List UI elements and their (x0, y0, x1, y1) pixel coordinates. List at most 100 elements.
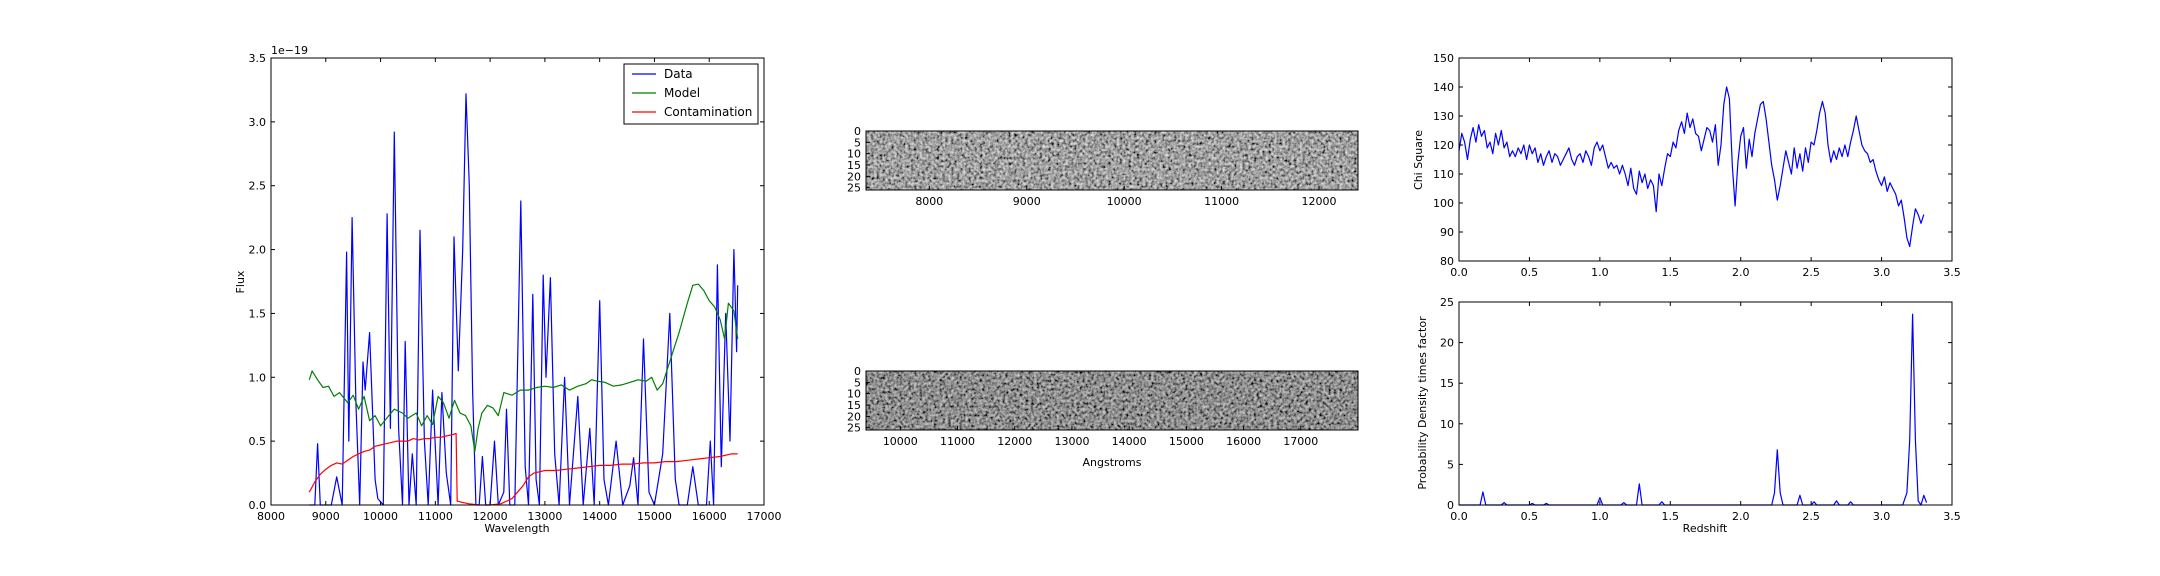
spectrum-series-line-data (309, 93, 739, 506)
image2-x-tick-label: 14000 (1112, 435, 1147, 448)
image1-x-tick-label: 10000 (1107, 195, 1142, 208)
pdf-series-line-0 (1459, 313, 1928, 506)
image2-y-tick-label: 10 (847, 388, 861, 401)
image2-y-tick-label: 15 (847, 399, 861, 412)
chisq-series-line-0 (1458, 86, 1925, 248)
probability-density-xlabel: Redshift (1683, 522, 1728, 535)
chi-square-ylabel: Chi Square (1412, 130, 1425, 190)
image2-x-tick-label: 17000 (1283, 435, 1318, 448)
chisq-y-tick-label: 110 (1433, 168, 1454, 181)
spectrum-image-1-frame (865, 130, 1359, 191)
spectrum-x-tick-label: 16000 (692, 510, 727, 523)
pdf-x-tick-label: 2.5 (1802, 510, 1820, 523)
image1-x-tick-label: 11000 (1204, 195, 1239, 208)
image1-y-tick-label: 5 (854, 136, 861, 149)
chisq-y-tick-label: 90 (1440, 226, 1454, 239)
image2-x-tick-label: 10000 (883, 435, 918, 448)
spectrum-y-tick-label: 1.5 (249, 307, 267, 320)
spectrum-image-1 (866, 131, 1358, 190)
pdf-y-tick-label: 25 (1440, 296, 1454, 309)
pdf-x-tick-label: 1.5 (1662, 510, 1680, 523)
spectrum-x-tick-label: 9000 (312, 510, 340, 523)
spectrum-image-2-panel: 10000 11000 12000 13000 14000 15000 16000 17000… (847, 365, 1359, 469)
image2-x-tick-label: 16000 (1226, 435, 1261, 448)
image2-y-tick-label: 20 (847, 410, 861, 423)
chisq-y-tick-label: 120 (1433, 139, 1454, 152)
image2-x-tick-label: 13000 (1054, 435, 1089, 448)
spectrum-ylabel: Flux (234, 270, 247, 293)
spectrum-series-line-contamination (308, 432, 738, 506)
chisq-y-tick-label: 140 (1433, 81, 1454, 94)
pdf-x-tick-label: 2.0 (1732, 510, 1750, 523)
legend-entry-contamination: Contamination (664, 105, 752, 119)
legend: Data Model Contamination (623, 63, 759, 125)
pdf-y-tick-label: 15 (1440, 377, 1454, 390)
chisq-x-tick-label: 3.0 (1873, 266, 1891, 279)
chisq-x-tick-label: 1.0 (1591, 266, 1609, 279)
image1-y-tick-label: 20 (847, 170, 861, 183)
spectrum-x-tick-label: 15000 (637, 510, 672, 523)
legend-entry-data: Data (664, 67, 693, 81)
spectrum-y-tick-label: 1.0 (249, 371, 267, 384)
image1-x-tick-label: 9000 (1013, 195, 1041, 208)
chisq-x-tick-label: 0.5 (1521, 266, 1539, 279)
image1-x-tick-label: 8000 (915, 195, 943, 208)
spectrum-y-tick-label: 2.5 (249, 180, 267, 193)
probability-density-ylabel: Probability Density times factor (1416, 316, 1429, 490)
chisq-y-tick-label: 100 (1433, 197, 1454, 210)
spectrum-x-tick-label: 12000 (473, 510, 508, 523)
spectrum-image-2-xlabel: Angstroms (1083, 456, 1142, 469)
spectrum-y-tick-label: 2.0 (249, 244, 267, 257)
spectrum-x-tick-label: 14000 (582, 510, 617, 523)
spectrum-panel: 8000 9000 10000 11000 12000 13000 14000 15000 16… (234, 44, 782, 535)
chisq-x-tick-label: 3.5 (1943, 266, 1961, 279)
pdf-y-tick-label: 20 (1440, 337, 1454, 350)
spectrum-x-tick-label: 10000 (363, 510, 398, 523)
chi-square-panel: 0.0 0.5 1.0 1.5 2.0 2.5 3.0 3.5 80 90 100 110 120 130… (1412, 52, 1961, 279)
spectrum-axes-frame (270, 57, 765, 506)
pdf-y-tick-label: 5 (1447, 458, 1454, 471)
spectrum-series-line-model (308, 283, 739, 452)
pdf-x-tick-label: 1.0 (1591, 510, 1609, 523)
pdf-x-tick-label: 0.5 (1521, 510, 1539, 523)
image2-x-tick-label: 12000 (997, 435, 1032, 448)
spectrum-x-tick-label: 11000 (418, 510, 453, 523)
chisq-y-tick-label: 80 (1440, 255, 1454, 268)
probability-density-axes-frame (1458, 301, 1953, 506)
spectrum-x-tick-label: 17000 (747, 510, 782, 523)
chisq-y-tick-label: 150 (1433, 52, 1454, 65)
pdf-x-tick-label: 0.0 (1450, 510, 1468, 523)
pdf-y-tick-label: 10 (1440, 418, 1454, 431)
spectrum-y-tick-label: 0.5 (249, 435, 267, 448)
chisq-x-tick-label: 0.0 (1450, 266, 1468, 279)
chisq-x-tick-label: 1.5 (1662, 266, 1680, 279)
image2-y-tick-label: 0 (854, 365, 861, 378)
chi-square-axes-frame (1458, 57, 1953, 262)
spectrum-x-tick-label: 8000 (257, 510, 285, 523)
spectrum-y-tick-label: 0.0 (249, 499, 267, 512)
image2-x-tick-label: 11000 (940, 435, 975, 448)
image1-y-tick-label: 10 (847, 148, 861, 161)
spectrum-x-tick-label: 13000 (527, 510, 562, 523)
chisq-y-tick-label: 130 (1433, 110, 1454, 123)
pdf-x-tick-label: 3.0 (1873, 510, 1891, 523)
spectrum-y-tick-label: 3.5 (249, 52, 267, 65)
legend-entry-model: Model (664, 86, 700, 100)
pdf-x-tick-label: 3.5 (1943, 510, 1961, 523)
image1-y-tick-label: 0 (854, 125, 861, 138)
spectrum-y-tick-label: 3.0 (249, 116, 267, 129)
spectrum-image-2 (866, 371, 1358, 430)
image1-y-tick-label: 25 (847, 182, 861, 195)
spectrum-offset-label: 1e−19 (271, 44, 308, 57)
image1-x-tick-label: 12000 (1302, 195, 1337, 208)
chisq-x-tick-label: 2.5 (1802, 266, 1820, 279)
image2-x-tick-label: 15000 (1169, 435, 1204, 448)
chisq-x-tick-label: 2.0 (1732, 266, 1750, 279)
image2-y-tick-label: 5 (854, 376, 861, 389)
image2-y-tick-label: 25 (847, 422, 861, 435)
image1-y-tick-label: 15 (847, 159, 861, 172)
spectrum-image-2-frame (865, 370, 1359, 431)
probability-density-panel: 0.0 0.5 1.0 1.5 2.0 2.5 3.0 3.5 0 5 10 15 20 25 Redsh… (1416, 296, 1961, 535)
